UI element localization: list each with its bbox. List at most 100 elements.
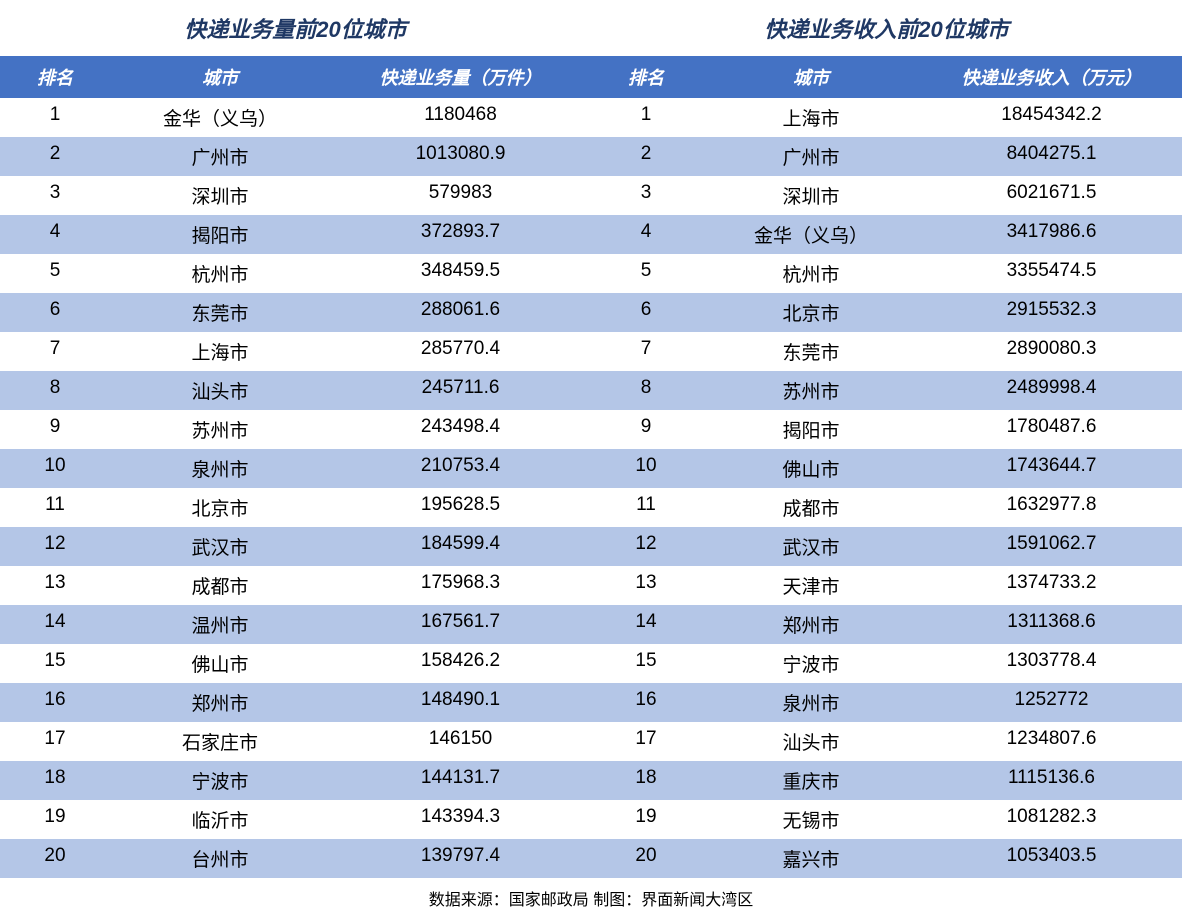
- right-cell-city: 无锡市: [701, 800, 921, 839]
- left-cell-rank: 3: [0, 176, 110, 215]
- table-row: 1金华（义乌）1180468: [0, 98, 591, 137]
- left-cell-rank: 15: [0, 644, 110, 683]
- left-cell-rank: 20: [0, 839, 110, 878]
- left-cell-value: 148490.1: [330, 683, 591, 722]
- right-cell-city: 汕头市: [701, 722, 921, 761]
- right-cell-rank: 4: [591, 215, 701, 254]
- right-table-header: 排名 城市 快递业务收入（万元）: [591, 56, 1182, 98]
- left-table-title: 快递业务量前20位城市: [0, 0, 591, 56]
- right-cell-city: 东莞市: [701, 332, 921, 371]
- right-cell-rank: 16: [591, 683, 701, 722]
- right-cell-rank: 5: [591, 254, 701, 293]
- right-cell-rank: 1: [591, 98, 701, 137]
- left-header-city: 城市: [110, 56, 330, 98]
- left-cell-value: 1180468: [330, 98, 591, 137]
- left-cell-rank: 13: [0, 566, 110, 605]
- left-cell-value: 245711.6: [330, 371, 591, 410]
- left-cell-city: 泉州市: [110, 449, 330, 488]
- table-row: 16泉州市1252772: [591, 683, 1182, 722]
- table-row: 8苏州市2489998.4: [591, 371, 1182, 410]
- left-cell-value: 210753.4: [330, 449, 591, 488]
- right-table-section: 快递业务收入前20位城市 排名 城市 快递业务收入（万元） 1上海市184543…: [591, 0, 1182, 878]
- left-cell-value: 285770.4: [330, 332, 591, 371]
- left-cell-rank: 1: [0, 98, 110, 137]
- left-cell-city: 佛山市: [110, 644, 330, 683]
- right-cell-rank: 11: [591, 488, 701, 527]
- table-row: 17石家庄市146150: [0, 722, 591, 761]
- left-cell-city: 温州市: [110, 605, 330, 644]
- table-row: 5杭州市3355474.5: [591, 254, 1182, 293]
- left-cell-city: 武汉市: [110, 527, 330, 566]
- table-row: 15佛山市158426.2: [0, 644, 591, 683]
- right-cell-rank: 12: [591, 527, 701, 566]
- left-cell-city: 广州市: [110, 137, 330, 176]
- right-cell-value: 1053403.5: [921, 839, 1182, 878]
- left-table-body: 1金华（义乌）11804682广州市1013080.93深圳市5799834揭阳…: [0, 98, 591, 878]
- left-cell-value: 288061.6: [330, 293, 591, 332]
- right-cell-value: 1743644.7: [921, 449, 1182, 488]
- right-cell-value: 6021671.5: [921, 176, 1182, 215]
- left-cell-rank: 11: [0, 488, 110, 527]
- left-cell-city: 金华（义乌）: [110, 98, 330, 137]
- left-cell-rank: 7: [0, 332, 110, 371]
- table-row: 3深圳市579983: [0, 176, 591, 215]
- left-cell-rank: 12: [0, 527, 110, 566]
- right-cell-rank: 8: [591, 371, 701, 410]
- table-row: 10泉州市210753.4: [0, 449, 591, 488]
- right-cell-rank: 18: [591, 761, 701, 800]
- right-cell-city: 苏州市: [701, 371, 921, 410]
- left-cell-rank: 17: [0, 722, 110, 761]
- left-cell-rank: 16: [0, 683, 110, 722]
- left-cell-city: 临沂市: [110, 800, 330, 839]
- right-cell-city: 嘉兴市: [701, 839, 921, 878]
- table-row: 7上海市285770.4: [0, 332, 591, 371]
- left-cell-value: 146150: [330, 722, 591, 761]
- right-cell-rank: 10: [591, 449, 701, 488]
- table-row: 20台州市139797.4: [0, 839, 591, 878]
- left-cell-rank: 14: [0, 605, 110, 644]
- right-cell-value: 3417986.6: [921, 215, 1182, 254]
- table-row: 15宁波市1303778.4: [591, 644, 1182, 683]
- left-cell-city: 北京市: [110, 488, 330, 527]
- table-row: 12武汉市184599.4: [0, 527, 591, 566]
- left-cell-value: 243498.4: [330, 410, 591, 449]
- right-header-value: 快递业务收入（万元）: [921, 56, 1182, 98]
- right-cell-value: 1591062.7: [921, 527, 1182, 566]
- left-table-header: 排名 城市 快递业务量（万件）: [0, 56, 591, 98]
- table-row: 2广州市8404275.1: [591, 137, 1182, 176]
- left-cell-city: 汕头市: [110, 371, 330, 410]
- table-row: 9揭阳市1780487.6: [591, 410, 1182, 449]
- right-cell-rank: 19: [591, 800, 701, 839]
- table-row: 14郑州市1311368.6: [591, 605, 1182, 644]
- right-cell-city: 宁波市: [701, 644, 921, 683]
- right-cell-city: 金华（义乌）: [701, 215, 921, 254]
- right-table-title: 快递业务收入前20位城市: [591, 0, 1182, 56]
- right-cell-city: 杭州市: [701, 254, 921, 293]
- right-cell-value: 1303778.4: [921, 644, 1182, 683]
- left-cell-rank: 8: [0, 371, 110, 410]
- right-cell-rank: 15: [591, 644, 701, 683]
- table-row: 6东莞市288061.6: [0, 293, 591, 332]
- tables-container: 快递业务量前20位城市 排名 城市 快递业务量（万件） 1金华（义乌）11804…: [0, 0, 1182, 878]
- left-header-rank: 排名: [0, 56, 110, 98]
- left-cell-rank: 18: [0, 761, 110, 800]
- right-cell-rank: 9: [591, 410, 701, 449]
- left-cell-rank: 5: [0, 254, 110, 293]
- left-cell-value: 1013080.9: [330, 137, 591, 176]
- left-cell-city: 石家庄市: [110, 722, 330, 761]
- right-cell-value: 18454342.2: [921, 98, 1182, 137]
- table-row: 20嘉兴市1053403.5: [591, 839, 1182, 878]
- left-header-value: 快递业务量（万件）: [330, 56, 591, 98]
- right-cell-city: 郑州市: [701, 605, 921, 644]
- table-row: 4金华（义乌）3417986.6: [591, 215, 1182, 254]
- table-row: 7东莞市2890080.3: [591, 332, 1182, 371]
- right-cell-city: 佛山市: [701, 449, 921, 488]
- right-cell-value: 2489998.4: [921, 371, 1182, 410]
- right-cell-city: 武汉市: [701, 527, 921, 566]
- right-header-city: 城市: [701, 56, 921, 98]
- right-cell-city: 上海市: [701, 98, 921, 137]
- left-cell-city: 东莞市: [110, 293, 330, 332]
- right-cell-value: 1252772: [921, 683, 1182, 722]
- right-table-body: 1上海市18454342.22广州市8404275.13深圳市6021671.5…: [591, 98, 1182, 878]
- left-cell-value: 348459.5: [330, 254, 591, 293]
